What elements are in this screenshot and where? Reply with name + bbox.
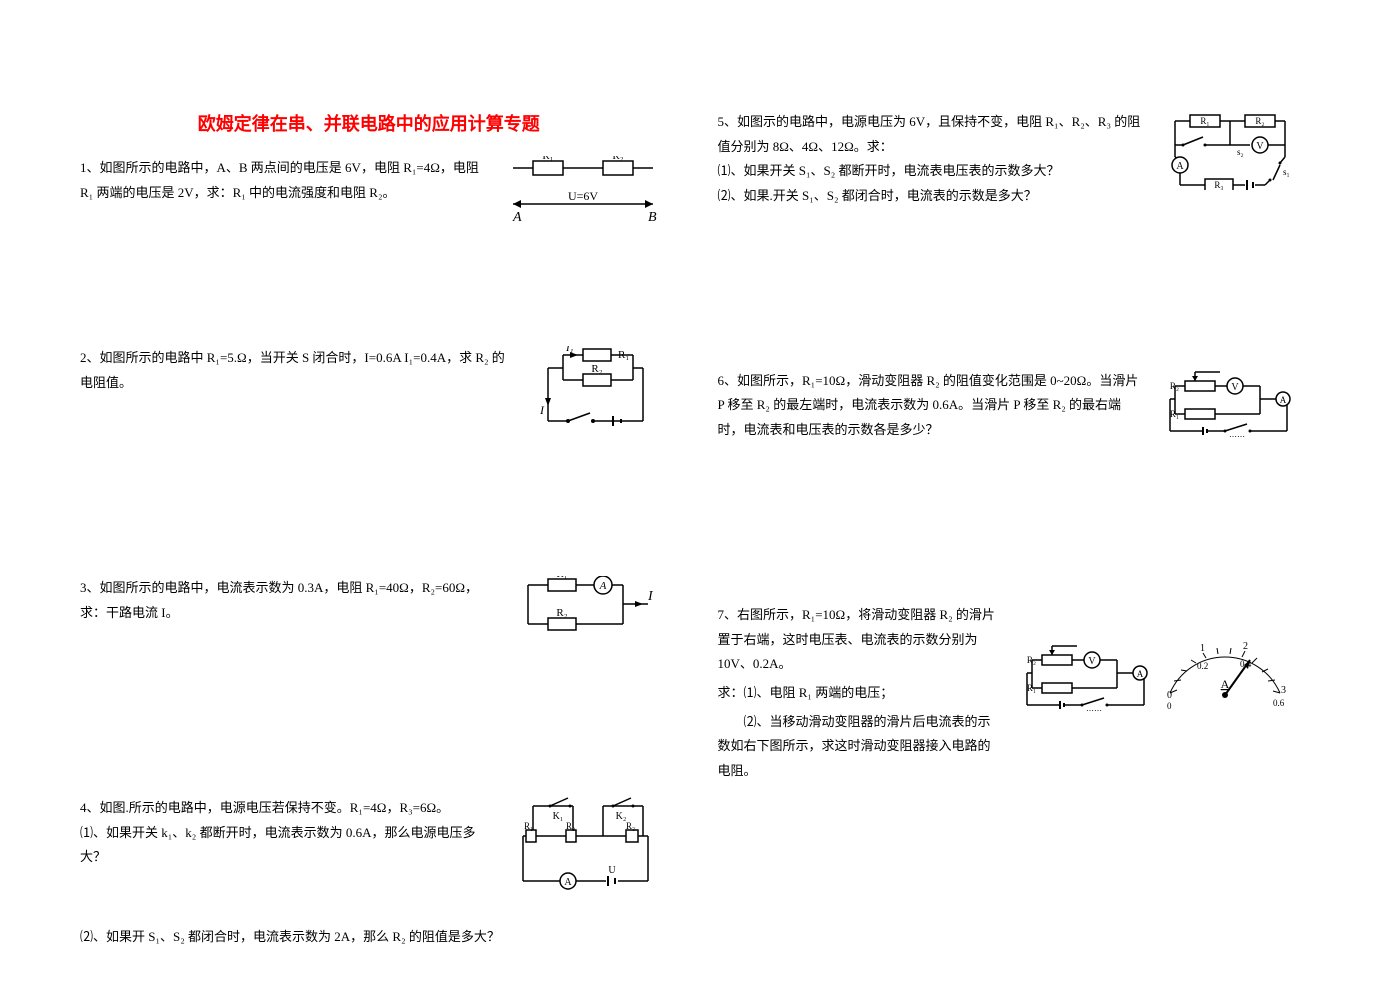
label-r3: R₃	[1214, 180, 1223, 190]
label-dots: ⋯⋯	[1229, 432, 1245, 439]
problem-3: 3、如图所示的电路中，电流表示数为 0.3A，电阻 R₁=40Ω，R₂=60Ω，…	[80, 576, 658, 636]
label-r2: R₂	[591, 363, 602, 375]
right-column: 5、如图示的电路中，电源电压为 6V，且保持不变，电阻 R₁、R₂、R₃ 的阻值…	[718, 110, 1296, 945]
label-r2: R₂	[1255, 116, 1264, 126]
circuit-diagram-7: R₂ V R₁ A	[1022, 643, 1152, 713]
circuit-diagram-5: R₁ R₂ V s₂ s₁	[1165, 110, 1295, 190]
problem-5: 5、如图示的电路中，电源电压为 6V，且保持不变，电阻 R₁、R₂、R₃ 的阻值…	[718, 110, 1296, 209]
label-r3: R₃	[626, 821, 635, 831]
scale-0-bot: 0	[1167, 701, 1172, 711]
circuit-diagram-6: R₂ V R₁ A	[1165, 369, 1295, 439]
voltmeter-icon: V	[1088, 656, 1096, 667]
scale-0-top: 0	[1167, 690, 1172, 701]
ammeter-icon: A	[1176, 161, 1184, 172]
ammeter-dial: 0 1 2 3 0 0.2 0.4 0.6 A	[1155, 633, 1295, 713]
label-a: A	[512, 210, 522, 225]
label-r2: R₂	[566, 821, 575, 831]
problem-1: 1、如图所示的电路中，A、B 两点间的电压是 6V，电阻 R₁=4Ω，电阻 R₁…	[80, 156, 658, 226]
ammeter-icon: A	[1137, 669, 1144, 679]
voltmeter-icon: V	[1256, 141, 1264, 152]
scale-02: 0.2	[1197, 661, 1208, 671]
scale-06: 0.6	[1273, 698, 1285, 708]
ammeter-label: A	[1221, 677, 1230, 691]
label-r1: R₁	[1200, 116, 1209, 126]
left-column: 欧姆定律在串、并联电路中的应用计算专题 1、如图所示的电路中，A、B 两点间的电…	[80, 110, 658, 945]
circuit-diagram-2: R₁ R₂ I₁	[528, 346, 658, 436]
label-k2: K₂	[615, 811, 626, 822]
problem-7-text-b: 求：⑴、电阻 R₁ 两端的电压；	[718, 681, 1002, 706]
label-r1: R₁	[524, 821, 533, 831]
label-i: I	[647, 589, 654, 604]
problem-7-text-a: 7、右图所示，R₁=10Ω，将滑动变阻器 R₂ 的滑片置于右端，这时电压表、电流…	[718, 607, 995, 671]
ammeter-icon: A	[598, 580, 606, 592]
label-u6v: U=6V	[567, 189, 597, 203]
problem-1-text: 1、如图所示的电路中，A、B 两点间的电压是 6V，电阻 R₁=4Ω，电阻 R₁…	[80, 156, 488, 205]
circuit-diagram-4: K₁ K₂ R₁ R₂ R₃ A	[518, 796, 658, 896]
label-i1: I₁	[565, 346, 574, 354]
problem-2-text: 2、如图所示的电路中 R₁=5.Ω，当开关 S 闭合时，I=0.6A I₁=0.…	[80, 346, 508, 395]
problem-2: 2、如图所示的电路中 R₁=5.Ω，当开关 S 闭合时，I=0.6A I₁=0.…	[80, 346, 658, 436]
scale-1: 1	[1200, 643, 1205, 654]
problem-6: 6、如图所示，R₁=10Ω，滑动变阻器 R₂ 的阻值变化范围是 0~20Ω。当滑…	[718, 369, 1296, 443]
label-r1: R₁	[542, 156, 553, 162]
problem-4-text-a: 4、如图.所示的电路中，电源电压若保持不变。R₁=4Ω，R₃=6Ω。 ⑴、如果开…	[80, 796, 498, 870]
ammeter-icon: A	[564, 877, 572, 888]
ammeter-icon: A	[1280, 395, 1287, 405]
label-u: U	[608, 865, 616, 876]
label-r2: R₂	[612, 156, 623, 162]
problem-6-text: 6、如图所示，R₁=10Ω，滑动变阻器 R₂ 的阻值变化范围是 0~20Ω。当滑…	[718, 369, 1146, 443]
label-s2: s₂	[1237, 147, 1244, 157]
label-r2: R₂	[556, 607, 567, 619]
label-b: B	[648, 210, 657, 225]
label-i: I	[539, 403, 545, 417]
problem-5-text: 5、如图示的电路中，电源电压为 6V，且保持不变，电阻 R₁、R₂、R₃ 的阻值…	[718, 110, 1146, 209]
label-dots: ⋯⋯	[1086, 706, 1102, 713]
problem-4: 4、如图.所示的电路中，电源电压若保持不变。R₁=4Ω，R₃=6Ω。 ⑴、如果开…	[80, 796, 658, 896]
circuit-diagram-1: R₁ R₂ U=6V A B	[508, 156, 658, 226]
page-title: 欧姆定律在串、并联电路中的应用计算专题	[80, 110, 658, 136]
voltmeter-icon: V	[1231, 382, 1239, 393]
label-k1: K₁	[552, 811, 563, 822]
label-s1: s₁	[1283, 167, 1290, 177]
problem-4-text-b: ⑵、如果开 S₁、S₂ 都闭合时，电流表示数为 2A，那么 R₂ 的阻值是多大？	[80, 926, 658, 945]
problem-3-text: 3、如图所示的电路中，电流表示数为 0.3A，电阻 R₁=40Ω，R₂=60Ω，…	[80, 576, 488, 625]
label-r1: R₁	[556, 576, 567, 580]
scale-2: 2	[1243, 641, 1248, 652]
scale-3: 3	[1281, 685, 1286, 696]
problem-7-text-c: ⑵、当移动滑动变阻器的滑片后电流表的示数如右下图所示，求这时滑动变阻器接入电路的…	[718, 710, 1002, 784]
problem-7: 7、右图所示，R₁=10Ω，将滑动变阻器 R₂ 的滑片置于右端，这时电压表、电流…	[718, 603, 1296, 784]
circuit-diagram-3: R₁ A R₂ I	[508, 576, 658, 636]
